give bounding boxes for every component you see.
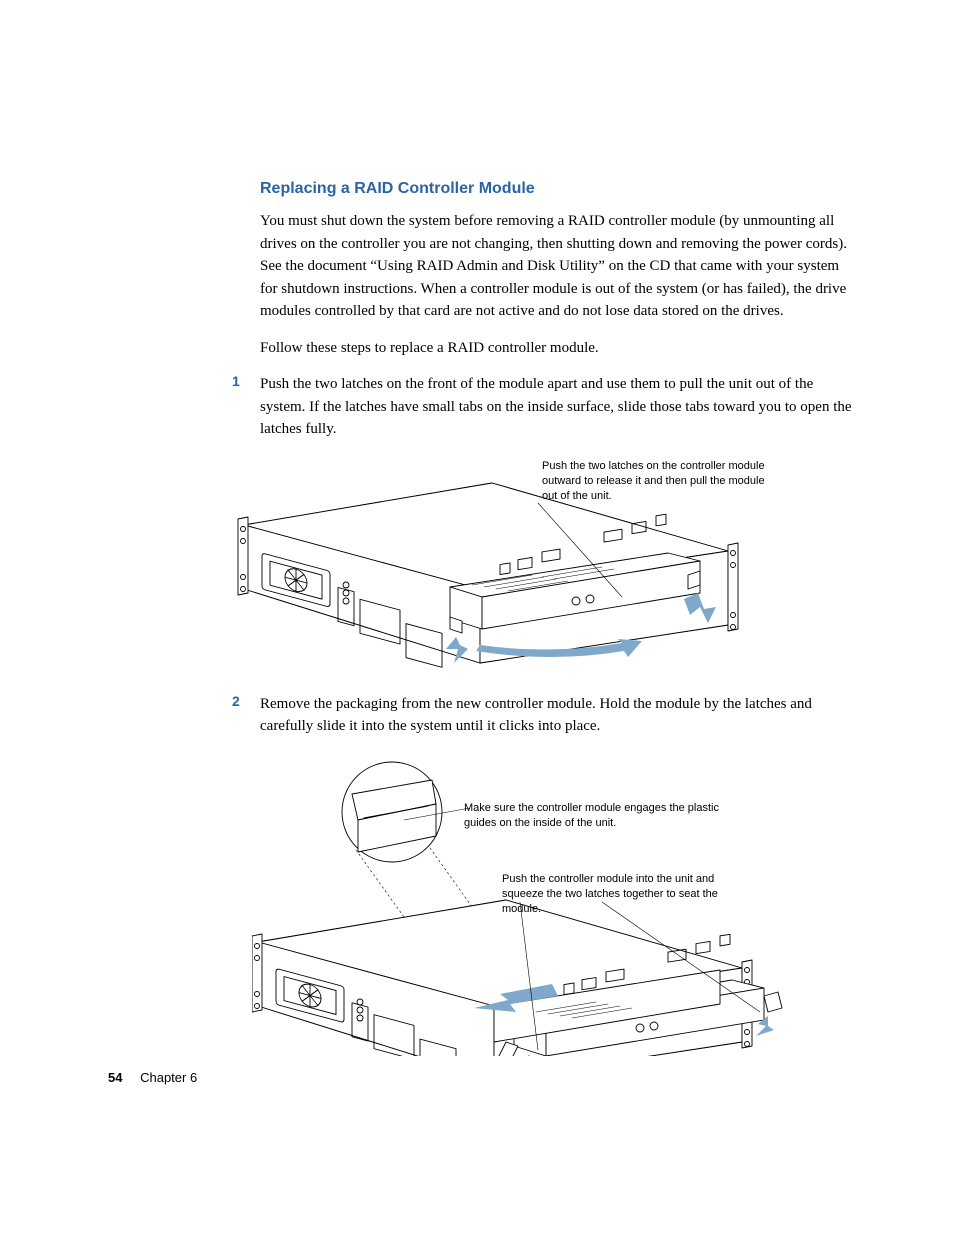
step-2: 2 Remove the packaging from the new cont… xyxy=(232,693,854,1056)
chapter-label: Chapter 6 xyxy=(140,1070,197,1085)
figure-2-callout-1: Make sure the controller module engages … xyxy=(464,801,724,832)
section-heading: Replacing a RAID Controller Module xyxy=(260,180,854,198)
step-list: 1 Push the two latches on the front of t… xyxy=(260,373,854,1056)
step-2-number: 2 xyxy=(232,693,240,709)
page-footer: 54 Chapter 6 xyxy=(108,1070,197,1085)
step-1-text: Push the two latches on the front of the… xyxy=(232,373,854,441)
intro-paragraph: You must shut down the system before rem… xyxy=(260,210,854,323)
page-number: 54 xyxy=(108,1070,122,1085)
figure-1-callout-1: Push the two latches on the controller m… xyxy=(542,459,772,505)
step-1-number: 1 xyxy=(232,373,240,389)
figure-2-callout-2: Push the controller module into the unit… xyxy=(502,872,742,918)
step-1: 1 Push the two latches on the front of t… xyxy=(232,373,854,669)
step-2-text: Remove the packaging from the new contro… xyxy=(232,693,854,738)
figure-2: Make sure the controller module engages … xyxy=(232,756,854,1056)
figure-1: Push the two latches on the controller m… xyxy=(232,459,854,669)
follow-paragraph: Follow these steps to replace a RAID con… xyxy=(260,337,854,360)
